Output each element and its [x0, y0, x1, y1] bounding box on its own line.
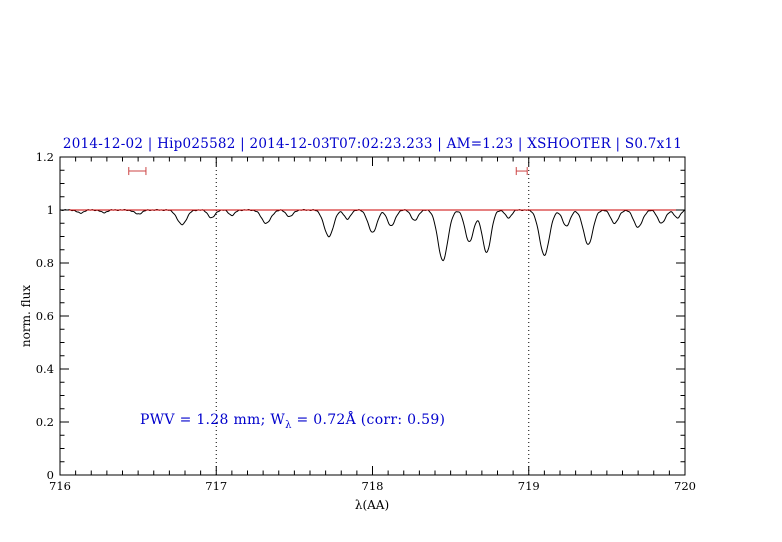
svg-text:1: 1: [47, 203, 54, 217]
svg-text:0.2: 0.2: [36, 415, 54, 429]
pwv-annotation-lambda-subscript: λ: [285, 419, 292, 431]
svg-text:716: 716: [49, 479, 71, 493]
svg-text:720: 720: [674, 479, 696, 493]
pwv-annotation-suffix: = 0.72Å (corr: 0.59): [291, 412, 446, 428]
pwv-annotation-prefix: PWV = 1.28 mm; W: [140, 412, 286, 428]
svg-text:719: 719: [518, 479, 540, 493]
plot-title: 2014-12-02 | Hip025582 | 2014-12-03T07:0…: [62, 136, 683, 152]
x-axis-label: λ(AA): [354, 498, 390, 512]
svg-text:0.8: 0.8: [36, 256, 54, 270]
svg-text:0.4: 0.4: [36, 362, 54, 376]
svg-text:718: 718: [362, 479, 384, 493]
pwv-annotation: PWV = 1.28 mm; Wλ = 0.72Å (corr: 0.59): [140, 412, 445, 431]
svg-text:1.2: 1.2: [36, 150, 54, 164]
svg-text:0.6: 0.6: [36, 309, 54, 323]
svg-text:717: 717: [205, 479, 227, 493]
y-axis-label: norm. flux: [19, 284, 33, 348]
svg-text:0: 0: [47, 468, 54, 482]
